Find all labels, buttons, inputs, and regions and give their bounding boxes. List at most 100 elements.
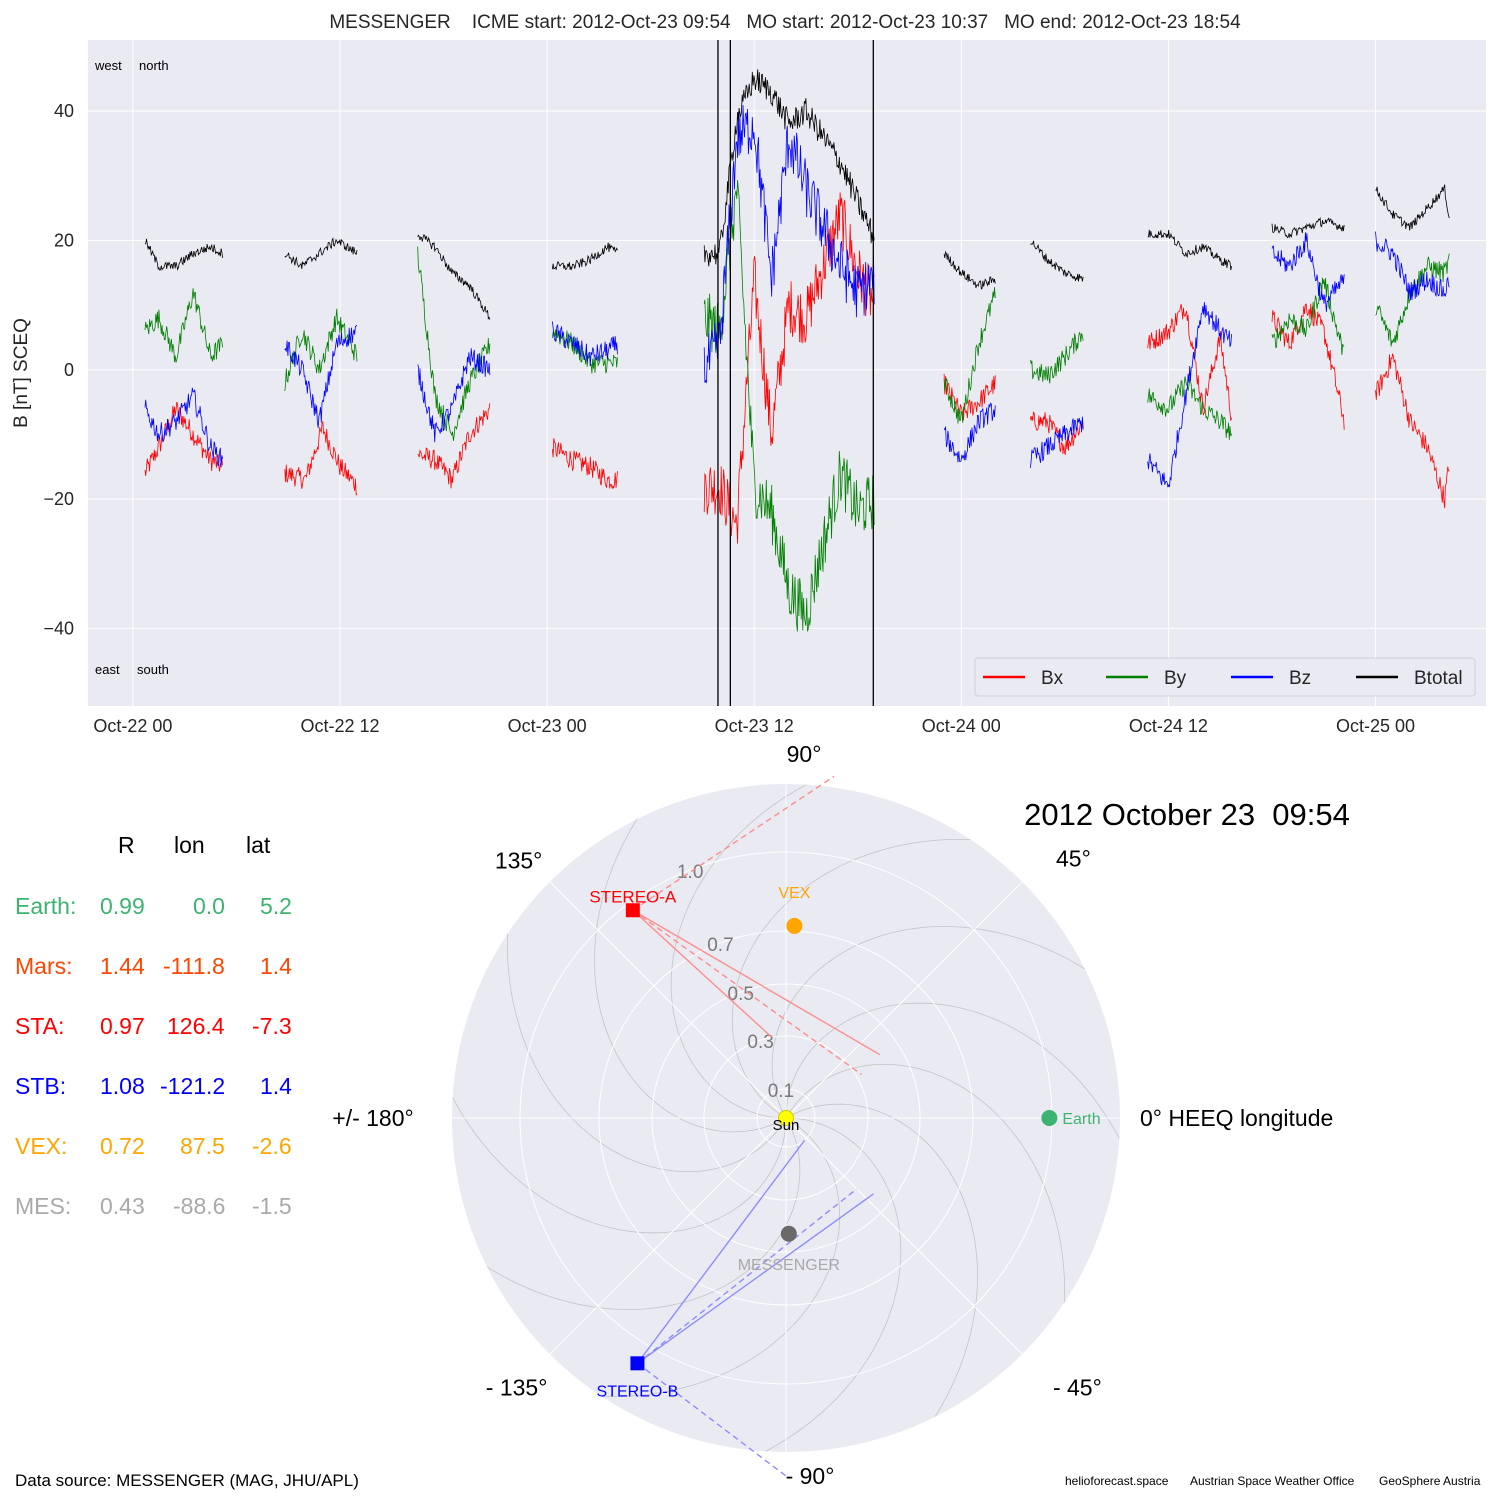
series-line-btotal [1030, 240, 1084, 282]
label-stereo-a: STEREO-A [589, 887, 677, 906]
bodies: Sun Earth VEX MESSENGER STEREO-A STEREO-B [589, 885, 1100, 1400]
angle-label: - 45° [1053, 1374, 1102, 1400]
angular-gridline [785, 1117, 1023, 1355]
x-tick-label: Oct-22 12 [300, 716, 379, 736]
parker-spiral [454, 1117, 801, 1310]
cell-name: MES: [15, 1193, 72, 1219]
series-line-bx [1271, 303, 1345, 430]
parker-spiral [785, 1002, 1120, 1175]
data-source: Data source: MESSENGER (MAG, JHU/APL) [15, 1471, 359, 1490]
angle-label: 135° [495, 848, 543, 874]
cell-lat: 1.4 [260, 1073, 292, 1099]
series-line-bx [703, 192, 875, 544]
series-line-btotal [284, 237, 358, 270]
angle-label: 0° HEEQ longitude [1140, 1105, 1333, 1131]
series-line-btotal [144, 238, 223, 271]
label-stereo-b: STEREO-B [597, 1383, 679, 1400]
label-earth: Earth [1062, 1111, 1100, 1128]
cell-lon: 0.0 [193, 893, 225, 919]
legend-label-by: By [1164, 668, 1187, 689]
cell-lon: 87.5 [180, 1133, 225, 1159]
radial-tick-label: 1.0 [677, 862, 703, 883]
marker-stereo-b [630, 1356, 645, 1371]
legend: Bx By Bz Btotal [974, 657, 1476, 697]
x-tick-label: Oct-24 12 [1129, 716, 1208, 736]
x-tick-label: Oct-24 00 [922, 716, 1001, 736]
angular-gridline [785, 881, 1023, 1119]
series-line-by [284, 308, 358, 392]
series-line-bx [551, 438, 618, 490]
y-tick-label: −40 [43, 618, 74, 638]
timeseries-gridlines [88, 40, 1486, 706]
radial-tick-label: 0.1 [768, 1081, 794, 1102]
series-line-btotal [417, 234, 491, 320]
marker-stereo-a [625, 903, 640, 918]
credit-helioforecast: helioforecast.space [1065, 1474, 1169, 1488]
cell-name: VEX: [15, 1133, 68, 1159]
y-tick-label: 20 [54, 230, 74, 250]
header-lon: lon [174, 832, 205, 858]
series-line-bz [144, 387, 223, 468]
credit-aswo: Austrian Space Weather Office [1190, 1474, 1355, 1488]
parker-spiral [507, 894, 787, 1173]
corner-label-west: west [94, 58, 122, 73]
timeseries-panel: Oct-22 00 Oct-22 12 Oct-23 00 Oct-23 12 Oct-… [11, 12, 1486, 736]
series-line-by [1271, 277, 1345, 356]
series-line-bz [417, 348, 491, 443]
cell-lat: -7.3 [252, 1013, 292, 1039]
legend-label-btotal: Btotal [1414, 668, 1463, 689]
cell-name: STB: [15, 1073, 67, 1099]
angle-label: 45° [1056, 846, 1091, 872]
parker-spiral [452, 1061, 787, 1234]
series-line-bz [1147, 302, 1232, 488]
credit-geosphere: GeoSphere Austria [1379, 1474, 1481, 1488]
angle-label: +/- 180° [332, 1105, 413, 1131]
series-line-bx [1147, 303, 1232, 421]
corner-label-south: south [137, 662, 169, 677]
cell-r: 0.43 [100, 1193, 145, 1219]
parker-spiral [731, 839, 1010, 1119]
fov-line [636, 1139, 806, 1364]
radial-tick-label: 0.5 [728, 984, 754, 1005]
fov-line [632, 909, 773, 1038]
legend-label-bx: Bx [1041, 668, 1064, 689]
fov-line [637, 1362, 787, 1477]
legend-box [974, 657, 1476, 697]
fov-line [636, 1188, 858, 1364]
y-axis-label: B [nT] SCEQ [11, 318, 32, 428]
marker-vex [786, 917, 803, 934]
series-line-btotal [703, 69, 875, 267]
angle-label: - 135° [486, 1374, 548, 1400]
fov-line [637, 1193, 874, 1364]
series-line-by [943, 287, 996, 424]
series-line-bz [551, 321, 618, 366]
series-line-bz [1271, 232, 1345, 312]
label-vex: VEX [778, 885, 810, 902]
series-line-bz [703, 105, 875, 384]
timeseries-series [144, 69, 1450, 633]
angular-gridline [549, 1117, 787, 1355]
fov-lines [632, 775, 881, 1477]
series-line-bx [1375, 353, 1450, 509]
cell-lat: -1.5 [252, 1193, 292, 1219]
series-line-by [144, 288, 223, 363]
corner-label-north: north [139, 58, 169, 73]
cell-r: 1.44 [100, 953, 145, 979]
series-line-by [703, 180, 875, 633]
timeseries-plot-area [88, 40, 1486, 706]
x-tick-label: Oct-25 00 [1336, 716, 1415, 736]
timeseries-tick-labels: Oct-22 00 Oct-22 12 Oct-23 00 Oct-23 12 Oct-… [43, 101, 1415, 736]
corner-label-east: east [95, 662, 120, 677]
legend-label-bz: Bz [1289, 668, 1311, 689]
top-title: MESSENGER ICME start: 2012-Oct-23 09:54 … [329, 12, 1241, 33]
parker-spiral [729, 1117, 902, 1452]
event-lines [717, 40, 874, 706]
series-line-bz [943, 402, 996, 463]
series-line-btotal [943, 250, 996, 290]
series-line-btotal [551, 242, 618, 271]
cell-lon: -111.8 [163, 953, 225, 979]
angular-gridline [549, 881, 787, 1119]
cell-lon: -88.6 [173, 1193, 226, 1219]
cell-lat: -2.6 [252, 1133, 292, 1159]
series-line-bx [943, 373, 996, 421]
